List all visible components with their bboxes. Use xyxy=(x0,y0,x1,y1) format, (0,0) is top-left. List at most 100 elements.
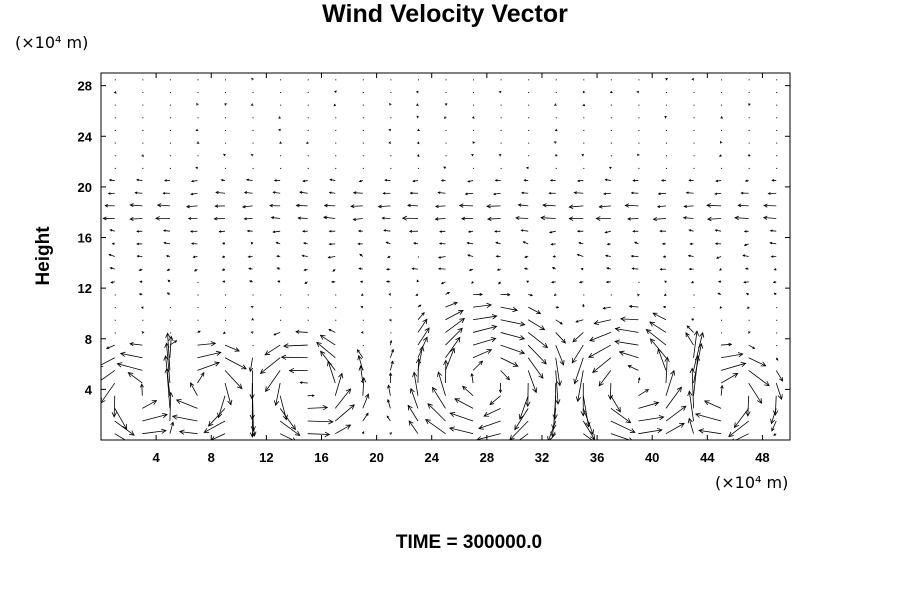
wind-vector xyxy=(693,294,695,296)
wind-vector xyxy=(307,79,309,81)
wind-vector xyxy=(352,191,363,195)
wind-vector xyxy=(500,293,511,297)
wind-vector xyxy=(721,319,723,321)
wind-vector xyxy=(166,292,171,295)
wind-vector xyxy=(218,230,226,233)
x-tick-label: 12 xyxy=(259,450,273,465)
wind-vector xyxy=(386,268,391,271)
wind-vector xyxy=(109,229,115,232)
wind-vector xyxy=(472,324,498,333)
wind-vector xyxy=(114,167,116,169)
wind-vector xyxy=(250,154,254,157)
wind-vector xyxy=(636,90,640,94)
wind-vector xyxy=(439,230,446,233)
wind-vector xyxy=(583,167,585,169)
wind-vector xyxy=(408,229,418,233)
wind-vector xyxy=(548,191,556,195)
wind-vector xyxy=(389,318,392,322)
wind-vector xyxy=(136,178,143,182)
wind-vector xyxy=(335,167,337,169)
wind-vector xyxy=(685,191,694,195)
wind-vector xyxy=(307,431,331,437)
wind-vector xyxy=(362,393,370,409)
wind-vector xyxy=(472,314,498,321)
wind-vector xyxy=(445,91,447,93)
wind-vector xyxy=(775,382,783,401)
wind-vector xyxy=(500,79,502,81)
wind-vector xyxy=(387,384,391,396)
wind-vector xyxy=(362,79,364,81)
wind-vector xyxy=(323,203,336,208)
wind-vector xyxy=(307,117,309,119)
wind-vector xyxy=(468,268,474,272)
wind-vector xyxy=(252,345,254,347)
chart-title: Wind Velocity Vector xyxy=(322,0,568,28)
x-tick-label: 32 xyxy=(535,450,549,465)
wind-vector xyxy=(248,267,253,270)
wind-vector xyxy=(225,307,227,309)
wind-vector xyxy=(656,205,667,209)
wind-vector xyxy=(552,383,558,420)
wind-vector xyxy=(661,242,666,246)
wind-vector xyxy=(445,79,447,81)
wind-vector xyxy=(390,79,392,81)
wind-vector xyxy=(776,142,778,144)
wind-vector xyxy=(362,345,364,347)
wind-vector xyxy=(190,192,198,196)
wind-vector xyxy=(515,216,529,221)
wind-vector xyxy=(169,117,171,119)
wind-vector xyxy=(303,268,308,271)
wind-vector xyxy=(769,241,777,245)
wind-vector xyxy=(316,341,336,359)
wind-vector xyxy=(689,367,695,409)
wind-vector xyxy=(142,79,144,81)
wind-vector xyxy=(269,203,281,208)
wind-vector xyxy=(224,370,243,390)
wind-vector xyxy=(319,334,336,346)
wind-vector xyxy=(606,242,611,246)
wind-vector xyxy=(224,344,240,352)
wind-vector xyxy=(359,280,363,284)
wind-vector xyxy=(528,142,530,144)
wind-vector xyxy=(555,117,557,119)
wind-vector xyxy=(387,255,391,259)
wind-vector xyxy=(443,359,449,384)
wind-vector xyxy=(693,330,700,358)
wind-vector xyxy=(197,281,199,283)
wind-vector xyxy=(555,79,557,81)
wind-vector xyxy=(652,217,667,222)
wind-vector xyxy=(119,351,143,359)
wind-vector xyxy=(210,433,226,440)
wind-vector xyxy=(614,326,639,333)
wind-vector xyxy=(169,332,171,334)
wind-vector xyxy=(605,280,611,284)
wind-vector xyxy=(272,230,281,234)
x-tick-label: 8 xyxy=(208,450,215,465)
wind-vector xyxy=(360,331,364,334)
wind-vector xyxy=(467,230,474,233)
y-tick-label: 4 xyxy=(85,382,93,397)
wind-vector xyxy=(717,280,722,283)
wind-vector xyxy=(575,319,584,323)
wind-vector xyxy=(386,415,391,422)
wind-vector xyxy=(693,167,695,169)
wind-vector xyxy=(528,104,530,106)
wind-vector xyxy=(162,191,170,195)
wind-vector xyxy=(693,104,695,106)
wind-vector xyxy=(527,344,547,365)
wind-vector xyxy=(169,421,175,434)
wind-vector xyxy=(443,166,446,169)
wind-vector xyxy=(687,417,694,434)
wind-vector xyxy=(288,367,308,374)
wind-vector xyxy=(638,167,640,169)
wind-vector xyxy=(250,103,254,106)
wind-vector xyxy=(771,179,777,182)
wind-vector xyxy=(632,179,639,182)
wind-vector xyxy=(575,370,584,403)
wind-vector xyxy=(520,229,529,232)
wind-vector xyxy=(551,280,556,284)
wind-vector xyxy=(225,294,227,296)
wind-vector xyxy=(660,179,666,182)
wind-vector xyxy=(307,319,309,321)
wind-vector xyxy=(773,292,777,296)
